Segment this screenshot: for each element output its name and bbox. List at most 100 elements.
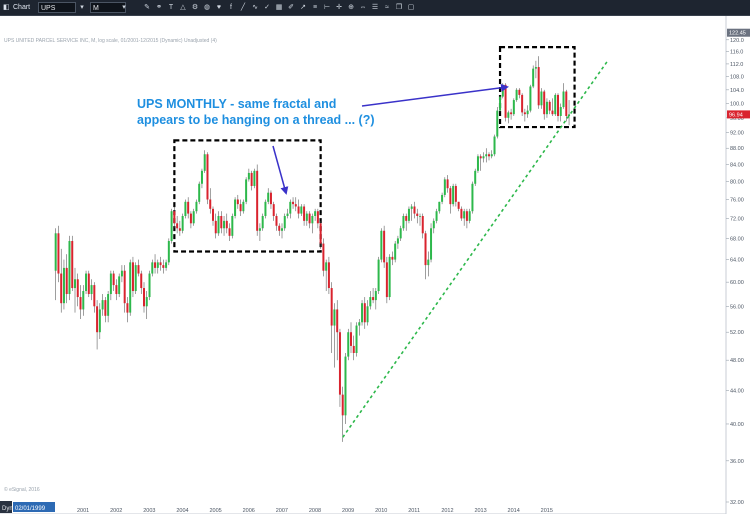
crosshair-icon[interactable]: ✛ — [336, 4, 342, 11]
candle-body — [383, 230, 386, 263]
candle-body — [60, 273, 63, 304]
candle-body — [523, 112, 526, 115]
last-price-label: 96.94 — [729, 112, 743, 118]
candle — [79, 285, 82, 320]
x-tick-label: 2001 — [77, 508, 89, 514]
candle — [454, 183, 457, 207]
price-chart[interactable]: UPS UNITED PARCEL SERVICE INC, M, log sc… — [0, 16, 750, 515]
thumbs-up-icon[interactable]: ♥ — [216, 4, 222, 11]
candle — [225, 213, 228, 234]
y-tick-label: 104.0 — [730, 88, 744, 94]
candle — [184, 199, 187, 219]
candle-body — [167, 240, 170, 263]
curve-icon[interactable]: ∿ — [252, 4, 258, 11]
candle-body — [532, 68, 535, 87]
zoom-icon[interactable]: ⊕ — [348, 4, 354, 11]
candle-body — [374, 291, 377, 301]
candle-body — [212, 208, 214, 221]
candle-body — [112, 273, 115, 286]
fib-icon[interactable]: ≡ — [312, 4, 318, 11]
bottom-date[interactable]: 02/01/1999 — [15, 506, 46, 512]
tick-icon[interactable]: ✓ — [264, 4, 270, 11]
candle-body — [159, 262, 162, 266]
symbol-input[interactable]: UPS — [38, 2, 76, 13]
candle — [507, 110, 510, 124]
candle-body — [493, 136, 496, 155]
candle — [143, 282, 145, 313]
candle-body — [107, 294, 110, 316]
candle — [419, 213, 421, 226]
text-icon[interactable]: T — [168, 4, 174, 11]
candle-body — [336, 309, 339, 333]
candle — [548, 100, 551, 115]
candle-body — [228, 228, 231, 236]
candle-body — [272, 204, 275, 216]
y-tick-label: 64.00 — [730, 258, 744, 264]
drawing-icon[interactable]: ✐ — [288, 4, 294, 11]
candle — [223, 215, 226, 236]
interval-select[interactable]: M — [90, 2, 126, 13]
candle — [471, 181, 474, 214]
symbol-menu-icon[interactable]: ▾ — [80, 4, 84, 11]
line-icon[interactable]: ╱ — [240, 4, 246, 11]
candle-body — [300, 206, 303, 214]
candle — [101, 294, 104, 316]
candle — [460, 206, 463, 221]
candle-body — [68, 240, 71, 295]
candle-body — [499, 96, 502, 111]
facebook-icon[interactable]: f — [230, 4, 232, 11]
candle-body — [446, 179, 449, 189]
candle-body — [250, 172, 253, 186]
y-tick-label: 76.00 — [730, 198, 744, 204]
chart-area[interactable]: UPS UNITED PARCEL SERVICE INC, M, log sc… — [0, 16, 750, 515]
list-icon[interactable]: ☰ — [371, 4, 379, 11]
candle-body — [490, 154, 493, 157]
candle — [316, 208, 319, 229]
candle-body — [333, 309, 336, 326]
candle-body — [366, 306, 369, 323]
candle — [264, 199, 267, 219]
candle — [93, 282, 96, 313]
candle-body — [264, 201, 267, 216]
settings-icon[interactable]: ⚙ — [191, 4, 199, 11]
candle — [206, 152, 209, 205]
candle — [350, 322, 352, 353]
candle-body — [195, 201, 198, 212]
grid-icon[interactable]: ▦ — [275, 4, 283, 11]
link-icon[interactable]: ⚭ — [156, 4, 162, 11]
support-trendline — [342, 60, 609, 438]
triangle-icon[interactable]: △ — [180, 4, 186, 11]
candle-body — [303, 206, 306, 221]
candle — [446, 175, 449, 193]
globe-icon[interactable]: ◍ — [203, 4, 211, 11]
wave-icon[interactable]: ≈ — [385, 4, 389, 11]
candle-body — [203, 154, 206, 171]
candle — [278, 223, 281, 236]
trend-icon[interactable]: ↗ — [300, 4, 306, 11]
candle — [118, 273, 121, 298]
top-price-label: 122.45 — [729, 31, 746, 37]
candle — [123, 265, 126, 313]
candle-body — [269, 192, 272, 205]
candle — [441, 192, 444, 205]
x-tick-label: 2015 — [541, 508, 553, 514]
candle-body — [98, 309, 101, 333]
scroll-icon[interactable]: ⇔ — [359, 4, 367, 11]
candle-body — [507, 112, 510, 118]
last-price-tag — [727, 110, 750, 119]
candle — [361, 300, 364, 326]
pencil-icon[interactable]: ✎ — [144, 4, 150, 11]
chart-header: UPS UNITED PARCEL SERVICE INC, M, log sc… — [4, 38, 217, 44]
candle — [247, 168, 250, 182]
interval-dropdown-icon[interactable]: ▾ — [122, 4, 126, 11]
candle — [311, 213, 314, 234]
candle-body — [281, 228, 283, 231]
clone-icon[interactable]: ❐ — [395, 4, 403, 11]
ruler-icon[interactable]: ⊢ — [323, 4, 331, 11]
candle — [347, 328, 350, 361]
window-icon[interactable]: ▢ — [407, 4, 415, 11]
candle-body — [90, 285, 93, 295]
bottom-date-box[interactable] — [13, 502, 55, 512]
x-tick-label: 2009 — [342, 508, 354, 514]
candle — [427, 251, 430, 277]
